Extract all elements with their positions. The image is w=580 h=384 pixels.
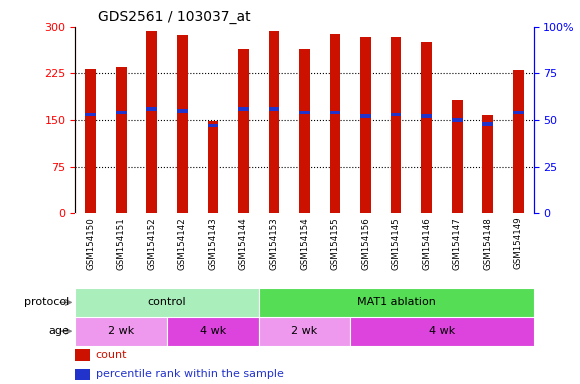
Text: MAT1 ablation: MAT1 ablation	[357, 297, 436, 308]
Bar	[269, 107, 280, 111]
Text: GSM154146: GSM154146	[422, 217, 431, 270]
Bar	[299, 49, 310, 213]
Bar	[452, 118, 463, 122]
Bar	[238, 107, 249, 111]
Bar	[116, 67, 126, 213]
Bar	[513, 70, 524, 213]
Bar	[85, 113, 96, 116]
Bar	[350, 317, 534, 346]
Bar	[360, 114, 371, 118]
Text: count: count	[96, 350, 127, 360]
Text: protocol: protocol	[24, 297, 70, 308]
Bar	[208, 124, 218, 127]
Bar	[75, 349, 90, 361]
Text: GSM154154: GSM154154	[300, 217, 309, 270]
Bar	[259, 288, 534, 317]
Text: GSM154152: GSM154152	[147, 217, 156, 270]
Bar	[146, 31, 157, 213]
Text: GSM154150: GSM154150	[86, 217, 95, 270]
Text: GDS2561 / 103037_at: GDS2561 / 103037_at	[99, 10, 251, 25]
Bar	[146, 107, 157, 111]
Bar	[360, 37, 371, 213]
Text: 4 wk: 4 wk	[429, 326, 455, 336]
Bar	[75, 288, 259, 317]
Bar	[421, 42, 432, 213]
Bar	[259, 317, 350, 346]
Bar	[483, 122, 493, 126]
Bar	[299, 111, 310, 114]
Bar	[75, 317, 167, 346]
Bar	[329, 111, 340, 114]
Bar	[513, 111, 524, 114]
Bar	[269, 31, 280, 213]
Text: GSM154143: GSM154143	[208, 217, 218, 270]
Text: control: control	[148, 297, 186, 308]
Text: GSM154149: GSM154149	[514, 217, 523, 270]
Text: 2 wk: 2 wk	[291, 326, 318, 336]
Bar	[177, 109, 188, 113]
Text: GSM154148: GSM154148	[483, 217, 492, 270]
Bar	[329, 34, 340, 213]
Text: GSM154145: GSM154145	[392, 217, 401, 270]
Bar	[85, 69, 96, 213]
Text: GSM154147: GSM154147	[453, 217, 462, 270]
Bar	[177, 35, 188, 213]
Bar	[483, 115, 493, 213]
Text: 4 wk: 4 wk	[200, 326, 226, 336]
Text: GSM154156: GSM154156	[361, 217, 370, 270]
Bar	[238, 49, 249, 213]
Text: GSM154153: GSM154153	[270, 217, 278, 270]
Text: GSM154142: GSM154142	[178, 217, 187, 270]
Bar	[391, 37, 401, 213]
Text: percentile rank within the sample: percentile rank within the sample	[96, 369, 284, 379]
Bar	[167, 317, 259, 346]
Text: 2 wk: 2 wk	[108, 326, 135, 336]
Bar	[208, 121, 218, 213]
Text: age: age	[49, 326, 70, 336]
Text: GSM154144: GSM154144	[239, 217, 248, 270]
Bar	[391, 113, 401, 116]
Bar	[116, 111, 126, 114]
Text: GSM154155: GSM154155	[331, 217, 339, 270]
Bar	[75, 369, 90, 380]
Bar	[421, 114, 432, 118]
Text: GSM154151: GSM154151	[117, 217, 126, 270]
Bar	[452, 100, 463, 213]
